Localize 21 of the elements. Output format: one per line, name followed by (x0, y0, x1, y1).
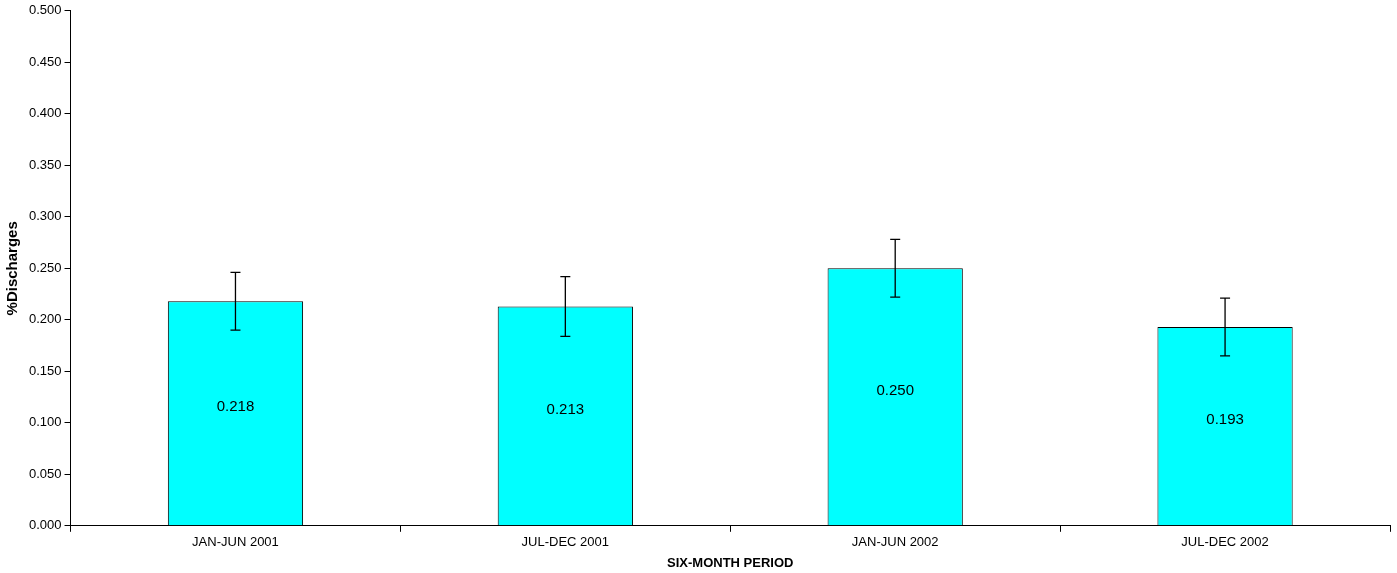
x-tick-label: JUL-DEC 2001 (521, 534, 610, 550)
data-label: 0.250 (876, 380, 914, 398)
x-tick-label: JAN-JUN 2002 (851, 534, 939, 550)
y-tick-label: 0.100 (28, 414, 62, 430)
y-tick-label: 0.000 (28, 517, 62, 533)
y-tick-label: 0.250 (28, 259, 62, 275)
x-tick-label: JUL-DEC 2002 (1181, 534, 1269, 550)
y-tick-label: 0.200 (28, 311, 62, 327)
x-tick-label: JAN-JUN 2001 (192, 534, 279, 550)
data-label: 0.193 (1206, 410, 1244, 428)
data-label: 0.213 (546, 400, 585, 417)
y-axis-title: %Discharges (3, 221, 21, 316)
y-tick-label: 0.450 (28, 53, 62, 69)
data-label: 0.218 (216, 397, 255, 415)
y-tick-label: 0.150 (28, 362, 62, 378)
y-tick-label: 0.400 (28, 105, 62, 121)
x-axis-title: SIX-MONTH PERIOD (667, 554, 794, 570)
y-tick-label: 0.300 (28, 208, 62, 224)
y-tick-label: 0.050 (28, 465, 62, 481)
y-tick-label: 0.350 (28, 156, 62, 172)
y-tick-label: 0.500 (28, 2, 62, 18)
